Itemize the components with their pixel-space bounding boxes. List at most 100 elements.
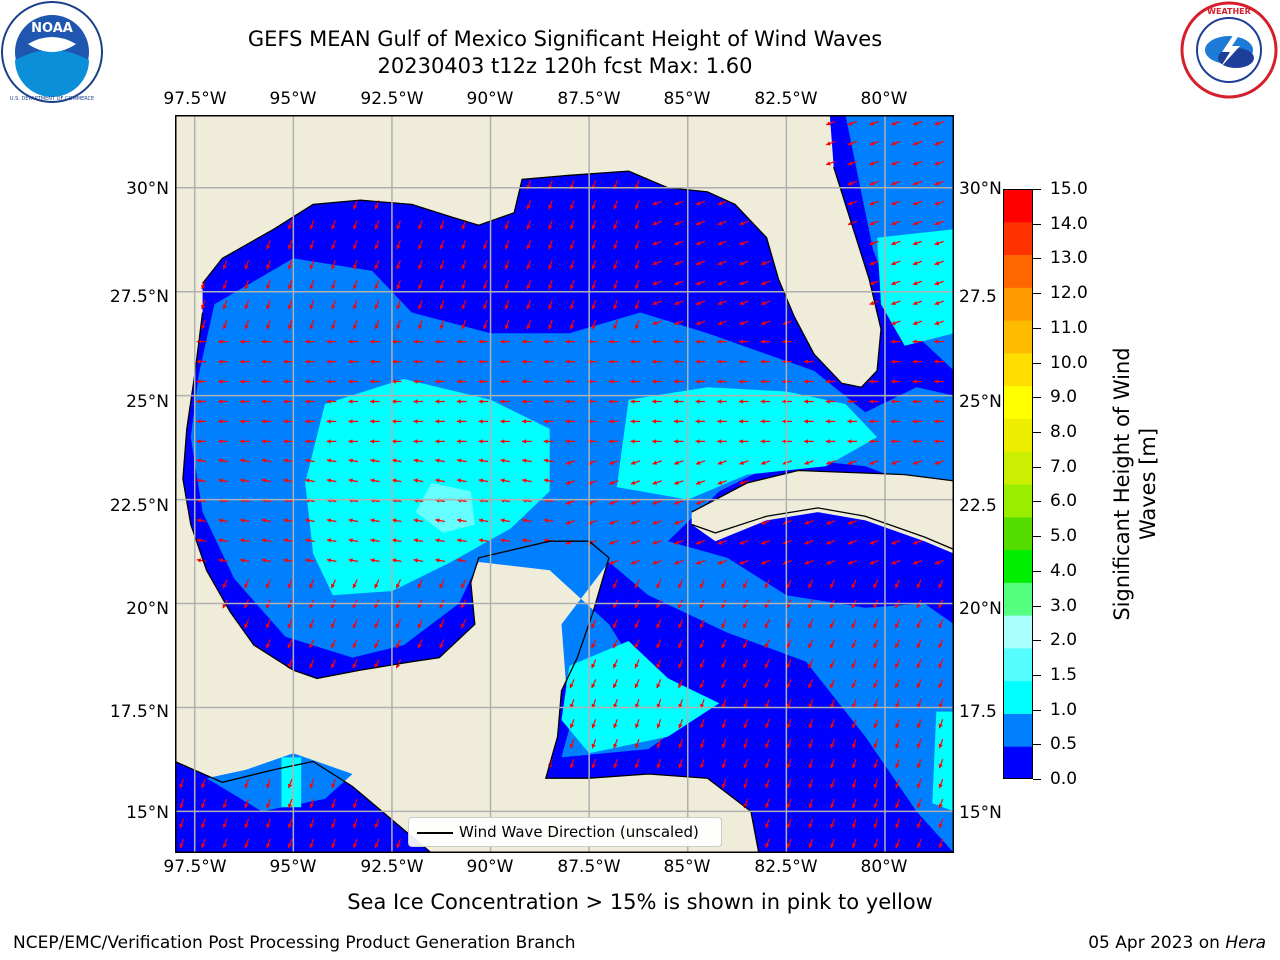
wind-wave-arrow xyxy=(396,299,401,310)
wind-wave-arrow xyxy=(201,798,206,809)
wind-wave-arrow xyxy=(521,518,532,523)
wind-wave-arrow xyxy=(326,439,337,444)
wind-wave-arrow xyxy=(196,439,207,444)
wind-wave-arrow xyxy=(353,260,358,270)
wind-wave-arrow xyxy=(439,279,445,290)
wind-wave-arrow xyxy=(330,619,336,629)
wind-wave-arrow xyxy=(370,478,380,483)
wind-wave-arrow xyxy=(348,339,358,344)
wind-wave-arrow xyxy=(938,719,944,729)
wind-wave-arrow xyxy=(786,659,792,669)
wind-wave-arrow xyxy=(348,558,359,563)
gulf-water-field xyxy=(175,115,954,853)
colorbar-segment xyxy=(1003,451,1033,485)
wind-wave-arrow xyxy=(283,359,293,364)
wave-height-map xyxy=(175,115,954,853)
wind-wave-arrow xyxy=(760,260,771,266)
wind-wave-arrow xyxy=(613,299,618,310)
colorbar-segment xyxy=(1003,385,1033,419)
wind-wave-arrow xyxy=(265,639,271,649)
wind-wave-arrow xyxy=(869,260,879,266)
wind-wave-arrow xyxy=(240,339,250,344)
wind-wave-arrow xyxy=(717,399,727,404)
wind-wave-arrow xyxy=(695,339,706,344)
wind-wave-arrow xyxy=(825,379,836,384)
wind-wave-arrow xyxy=(652,320,662,326)
wind-wave-arrow xyxy=(674,320,684,326)
colorbar-segment xyxy=(1003,516,1033,551)
wind-wave-arrow xyxy=(305,399,315,404)
wind-wave-arrow xyxy=(765,798,770,809)
wind-wave-arrow xyxy=(370,439,380,444)
wind-wave-arrow xyxy=(634,659,640,669)
wind-wave-arrow xyxy=(504,260,510,270)
wind-wave-arrow xyxy=(851,579,857,589)
wind-wave-arrow xyxy=(222,818,228,829)
wind-wave-arrow xyxy=(526,220,532,230)
wind-wave-arrow xyxy=(630,419,641,424)
wind-wave-arrow xyxy=(413,439,424,444)
wind-wave-arrow xyxy=(331,778,336,789)
wind-wave-arrow xyxy=(760,359,771,364)
wind-wave-arrow xyxy=(287,639,293,649)
wind-wave-arrow xyxy=(934,560,944,565)
wind-wave-arrow xyxy=(652,280,662,286)
wind-wave-arrow xyxy=(522,458,532,463)
wind-wave-arrow xyxy=(851,619,857,629)
lat-label: 20°N xyxy=(959,599,1002,619)
wind-wave-arrow xyxy=(348,538,359,543)
wind-wave-arrow xyxy=(917,758,922,769)
wind-wave-arrow xyxy=(700,738,705,749)
wind-wave-arrow xyxy=(847,200,858,206)
wind-wave-arrow xyxy=(891,540,901,545)
wind-wave-arrow xyxy=(804,399,814,404)
wind-wave-arrow xyxy=(500,458,510,463)
wind-wave-arrow xyxy=(912,240,923,246)
wind-wave-arrow xyxy=(743,719,749,729)
colorbar-tick-label: 1.0 xyxy=(1050,699,1078,720)
lon-label: 90°W xyxy=(466,857,514,877)
wind-wave-arrow xyxy=(352,619,358,629)
wind-wave-arrow xyxy=(652,520,662,525)
lat-label: 30°N xyxy=(126,179,169,199)
wind-wave-arrow xyxy=(934,379,944,384)
wind-wave-arrow xyxy=(283,518,294,523)
wind-wave-arrow xyxy=(287,319,293,330)
wind-wave-arrow xyxy=(917,838,922,849)
wind-wave-arrow xyxy=(287,299,293,310)
wind-wave-arrow xyxy=(305,478,315,483)
wind-wave-arrow xyxy=(305,419,315,424)
wind-wave-arrow xyxy=(829,619,835,629)
wind-wave-arrow xyxy=(916,579,922,589)
wind-wave-arrow xyxy=(456,379,467,384)
wind-wave-arrow xyxy=(869,300,879,306)
wind-wave-arrow xyxy=(721,719,727,729)
wind-wave-arrow xyxy=(500,339,510,344)
wind-wave-arrow xyxy=(417,579,423,589)
wind-wave-arrow xyxy=(461,319,467,330)
wind-wave-arrow xyxy=(652,200,662,206)
colorbar-tick xyxy=(1033,362,1041,364)
wind-wave-arrow xyxy=(891,460,901,465)
wind-wave-arrow xyxy=(461,279,467,290)
wind-wave-arrow xyxy=(353,319,358,330)
wind-wave-arrow xyxy=(266,299,271,310)
wind-wave-arrow xyxy=(765,778,770,789)
wind-wave-arrow xyxy=(435,419,445,424)
wind-wave-arrow xyxy=(330,659,336,669)
wind-wave-arrow xyxy=(847,540,858,545)
wind-wave-arrow xyxy=(418,319,423,330)
wind-wave-arrow xyxy=(934,320,944,326)
wind-wave-arrow xyxy=(309,579,315,589)
wind-wave-arrow xyxy=(934,220,944,226)
colorbar-tick xyxy=(1033,570,1041,572)
svg-text:NOAA: NOAA xyxy=(31,21,73,36)
colorbar-segment xyxy=(1003,189,1033,223)
wind-wave-arrow xyxy=(613,319,618,330)
wind-wave-arrow xyxy=(786,619,792,629)
wind-wave-arrow xyxy=(869,439,879,444)
wind-wave-arrow xyxy=(934,399,944,404)
wind-wave-arrow xyxy=(869,240,879,246)
wind-wave-arrow xyxy=(526,319,532,330)
wind-wave-arrow xyxy=(695,560,706,565)
